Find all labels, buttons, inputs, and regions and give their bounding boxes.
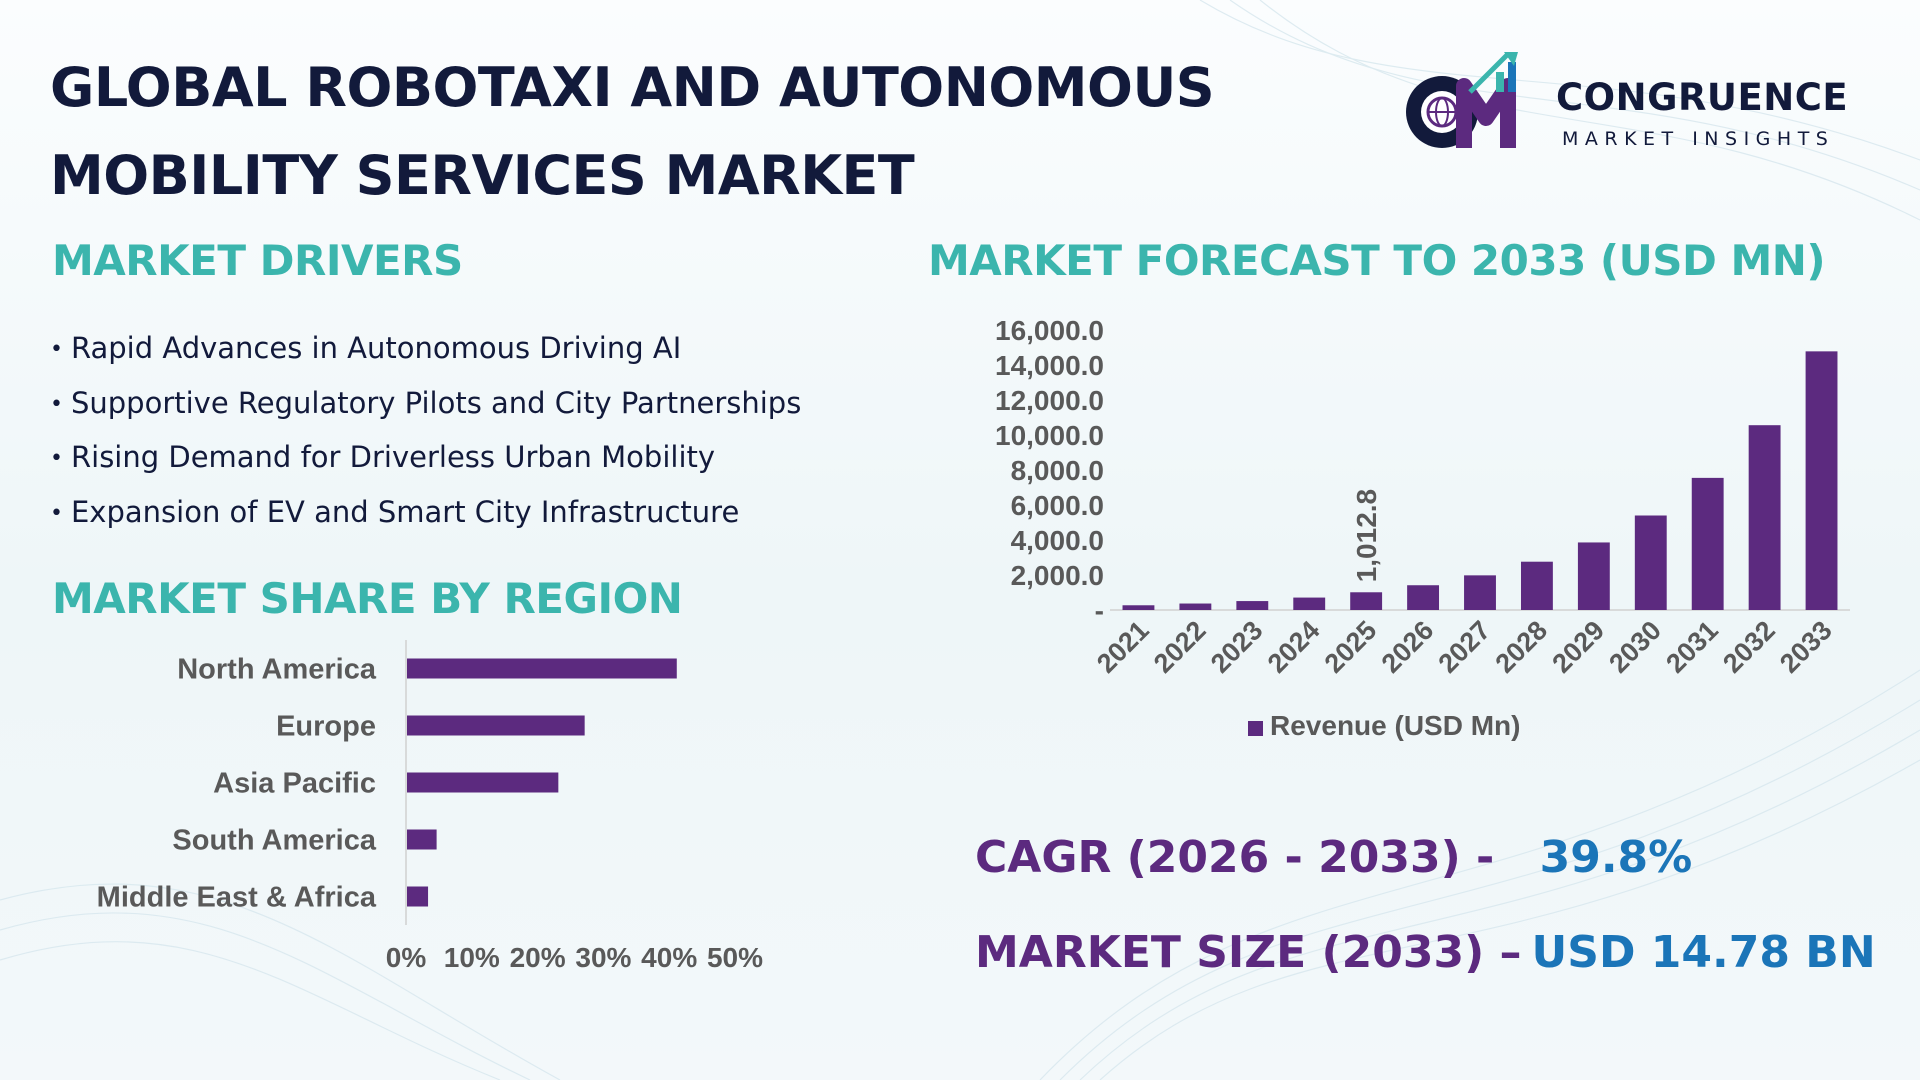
x-tick-label: 0% [386,942,427,973]
driver-item: • Rising Demand for Driverless Urban Mobi… [50,431,801,486]
y-tick-label: 2,000.0 [1011,560,1104,591]
y-tick-label: 14,000.0 [995,350,1104,381]
x-tick-label: 2032 [1717,615,1781,679]
forecast-bar-2022 [1179,604,1211,610]
title-line-1: GLOBAL ROBOTAXI AND AUTONOMOUS [50,44,1310,132]
category-label: Europe [276,711,376,743]
driver-item: • Rapid Advances in Autonomous Driving AI [50,322,801,377]
x-tick-label: 2031 [1660,615,1724,679]
globe-arrow-chart-icon [1400,52,1550,162]
driver-item: • Expansion of EV and Smart City Infrastr… [50,486,801,541]
logo-name: CONGRUENCE [1556,76,1848,119]
forecast-bar-chart: - 2,000.0 4,000.0 6,000.0 8,000.0 10,000.0 12,… [930,300,1870,770]
forecast-bar-2021 [1123,605,1155,610]
market-drivers-heading: MARKET DRIVERS [52,236,463,285]
cagr-stat: CAGR (2026 - 2033) - 39.8% [975,832,1692,883]
forecast-bar-2024 [1293,598,1325,610]
x-tick-label: 50% [707,942,763,973]
x-tick-label: 2033 [1774,615,1838,679]
market-size-value: USD 14.78 BN [1532,927,1876,978]
bullet-icon: • [50,501,63,526]
forecast-bar-2028 [1521,562,1553,610]
region-bar [407,830,437,850]
y-tick-label: 6,000.0 [1011,490,1104,521]
driver-text: Rapid Advances in Autonomous Driving AI [71,331,681,365]
forecast-bar-2027 [1464,575,1496,610]
x-tick-label: 2023 [1205,615,1269,679]
cagr-value: 39.8% [1540,832,1693,883]
x-tick-label: 2030 [1603,615,1667,679]
x-tick-label: 20% [510,942,566,973]
bullet-icon: • [50,337,63,362]
drivers-list: • Rapid Advances in Autonomous Driving AI… [50,322,801,540]
forecast-bar-2025 [1350,592,1382,610]
forecast-bar-2032 [1749,425,1781,610]
logo-subtitle: MARKET INSIGHTS [1562,128,1834,150]
driver-text: Supportive Regulatory Pilots and City Pa… [71,386,801,420]
y-tick-label: 10,000.0 [995,420,1104,451]
x-tick-label: 2027 [1433,615,1497,679]
forecast-bar-2026 [1407,585,1439,610]
forecast-bar-2023 [1236,601,1268,610]
driver-text: Rising Demand for Driverless Urban Mobil… [71,440,715,474]
legend-label: Revenue (USD Mn) [1270,710,1520,741]
title-line-2: MOBILITY SERVICES MARKET [50,132,1310,220]
x-tick-label: 40% [641,942,697,973]
x-tick-label: 30% [575,942,631,973]
data-label: 1,012.8 [1351,489,1382,582]
x-tick-label: 2029 [1546,615,1610,679]
driver-item: • Supportive Regulatory Pilots and City P… [50,377,801,432]
market-size-stat: MARKET SIZE (2033) – USD 14.78 BN [975,927,1876,978]
x-tick-label: 2028 [1489,615,1553,679]
x-tick-label: 10% [444,942,500,973]
cagr-label: CAGR (2026 - 2033) - [975,832,1494,883]
forecast-bar-2030 [1635,516,1667,611]
market-share-heading: MARKET SHARE BY REGION [52,574,682,623]
legend-swatch [1248,721,1263,736]
y-tick-label: 16,000.0 [995,315,1104,346]
forecast-bar-2031 [1692,478,1724,610]
y-tick-label: 4,000.0 [1011,525,1104,556]
region-bar [407,716,585,736]
bullet-icon: • [50,446,63,471]
region-share-bar-chart: North America Europe Asia Pacific South Ame… [40,640,820,1000]
category-label: Middle East & Africa [97,882,377,914]
y-tick-label: - [1095,595,1104,626]
page-title: GLOBAL ROBOTAXI AND AUTONOMOUS MOBILITY … [50,44,1310,220]
forecast-bar-2033 [1806,351,1838,610]
region-bar [407,887,428,907]
x-tick-label: 2022 [1148,615,1212,679]
x-tick-label: 2026 [1376,615,1440,679]
region-bar [407,659,677,679]
y-tick-label: 8,000.0 [1011,455,1104,486]
category-label: North America [177,654,377,686]
forecast-heading: MARKET FORECAST TO 2033 (USD MN) [928,236,1825,285]
x-tick-label: 2025 [1319,615,1383,679]
y-tick-label: 12,000.0 [995,385,1104,416]
category-label: South America [172,825,376,857]
driver-text: Expansion of EV and Smart City Infrastru… [71,495,739,529]
market-size-label: MARKET SIZE (2033) – [975,927,1522,978]
bullet-icon: • [50,392,63,417]
forecast-bar-2029 [1578,542,1610,610]
x-tick-label: 2024 [1262,615,1326,679]
company-logo: CONGRUENCE MARKET INSIGHTS [1400,52,1870,162]
region-bar [407,773,558,793]
category-label: Asia Pacific [213,768,376,800]
